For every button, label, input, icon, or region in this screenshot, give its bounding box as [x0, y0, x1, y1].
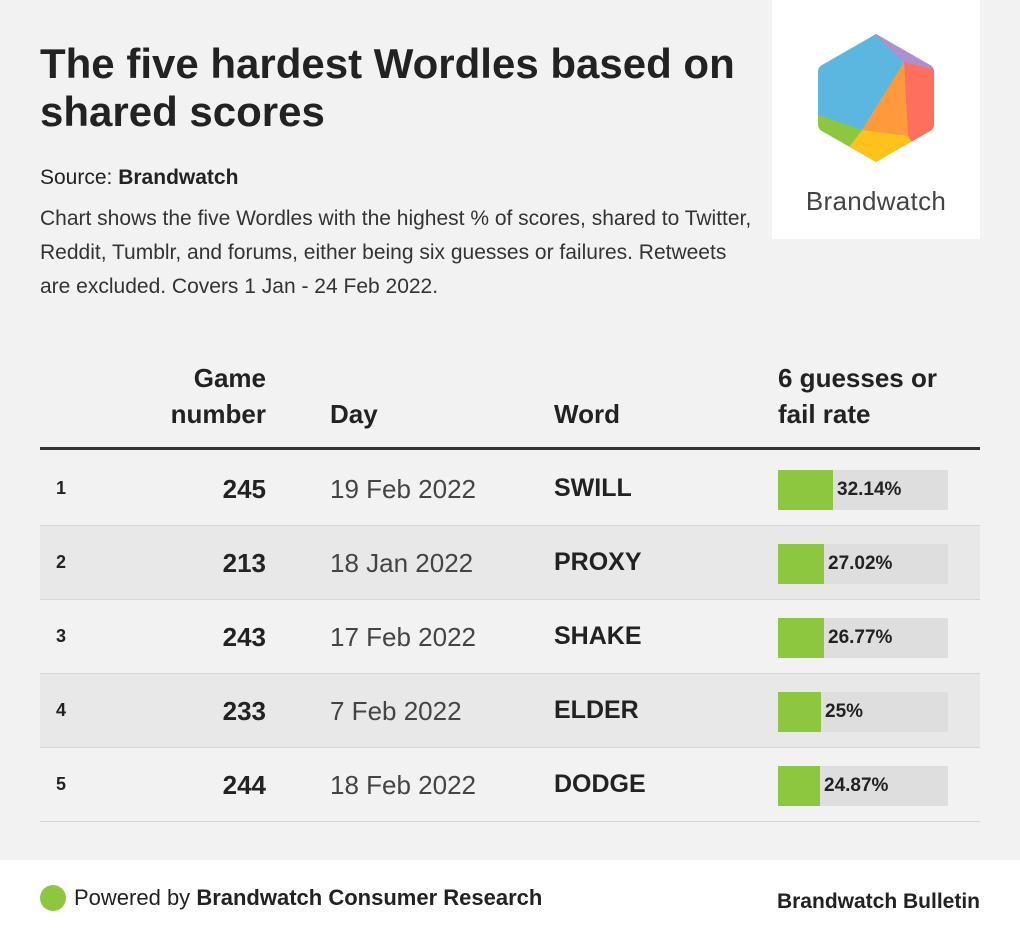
row-word: PROXY: [554, 548, 642, 576]
rate-bar: [778, 618, 824, 658]
rate-bar-track: 24.87%: [778, 766, 948, 806]
row-rank: 2: [56, 552, 67, 572]
header-rate: 6 guesses or fail rate: [778, 363, 937, 429]
source-name: Brandwatch: [118, 166, 239, 189]
rate-bar-track: 25%: [778, 692, 948, 732]
powered-by: Powered by Brandwatch Consumer Research: [74, 885, 542, 911]
header-game-number: Game number: [170, 363, 266, 429]
row-game-number: 243: [222, 622, 266, 652]
footer: Powered by Brandwatch Consumer Research …: [0, 860, 1020, 942]
powered-name: Brandwatch Consumer Research: [196, 885, 543, 910]
rate-bar: [778, 692, 821, 732]
source-line: Source: Brandwatch: [40, 166, 238, 190]
row-rank: 3: [56, 626, 67, 646]
source-label: Source:: [40, 166, 113, 189]
table-row: 5 244 18 Feb 2022 DODGE 24.87%: [40, 748, 980, 822]
green-dot-icon: [40, 885, 66, 911]
row-word: SHAKE: [554, 622, 642, 650]
brandwatch-bulletin: Brandwatch Bulletin: [776, 890, 980, 913]
row-rank: 4: [56, 700, 67, 720]
row-day: 17 Feb 2022: [330, 622, 477, 652]
header-word: Word: [554, 399, 620, 429]
table-header: Game number Day Word 6 guesses or fail r…: [40, 356, 980, 450]
rate-label: 24.87%: [824, 775, 889, 796]
rate-label: 25%: [825, 701, 864, 722]
row-word: DODGE: [554, 770, 646, 798]
row-game-number: 245: [222, 474, 266, 504]
row-game-number: 213: [222, 548, 266, 578]
table-row: 1 245 19 Feb 2022 SWILL 32.14%: [40, 452, 980, 526]
table-row: 2 213 18 Jan 2022 PROXY 27.02%: [40, 526, 980, 600]
row-rank: 1: [56, 478, 67, 498]
row-day: 18 Feb 2022: [330, 770, 477, 800]
chart-title: The five hardest Wordles based on shared…: [40, 40, 735, 135]
table-row: 3 243 17 Feb 2022 SHAKE 26.77%: [40, 600, 980, 674]
row-word: SWILL: [554, 474, 632, 502]
row-rank: 5: [56, 774, 67, 794]
brandwatch-hexagon-icon: [818, 34, 934, 162]
rate-bar: [778, 766, 820, 806]
header-day: Day: [330, 399, 378, 429]
rate-label: 26.77%: [828, 627, 893, 648]
row-day: 7 Feb 2022: [330, 696, 462, 726]
rate-bar: [778, 544, 824, 584]
row-game-number: 233: [222, 696, 266, 726]
table-row: 4 233 7 Feb 2022 ELDER 25%: [40, 674, 980, 748]
rate-label: 27.02%: [828, 553, 893, 574]
rate-label: 32.14%: [837, 479, 902, 500]
rate-bar-track: 27.02%: [778, 544, 948, 584]
powered-prefix: Powered by: [74, 885, 191, 910]
row-day: 19 Feb 2022: [330, 474, 477, 504]
brandwatch-logo: Brandwatch: [772, 0, 980, 239]
chart-description: Chart shows the five Wordles with the hi…: [40, 207, 752, 298]
row-game-number: 244: [222, 770, 266, 800]
rate-bar-track: 32.14%: [778, 470, 948, 510]
brandwatch-logo-text: Brandwatch: [805, 186, 947, 216]
row-word: ELDER: [554, 696, 639, 724]
rate-bar: [778, 470, 833, 510]
row-day: 18 Jan 2022: [330, 548, 474, 578]
rate-bar-track: 26.77%: [778, 618, 948, 658]
